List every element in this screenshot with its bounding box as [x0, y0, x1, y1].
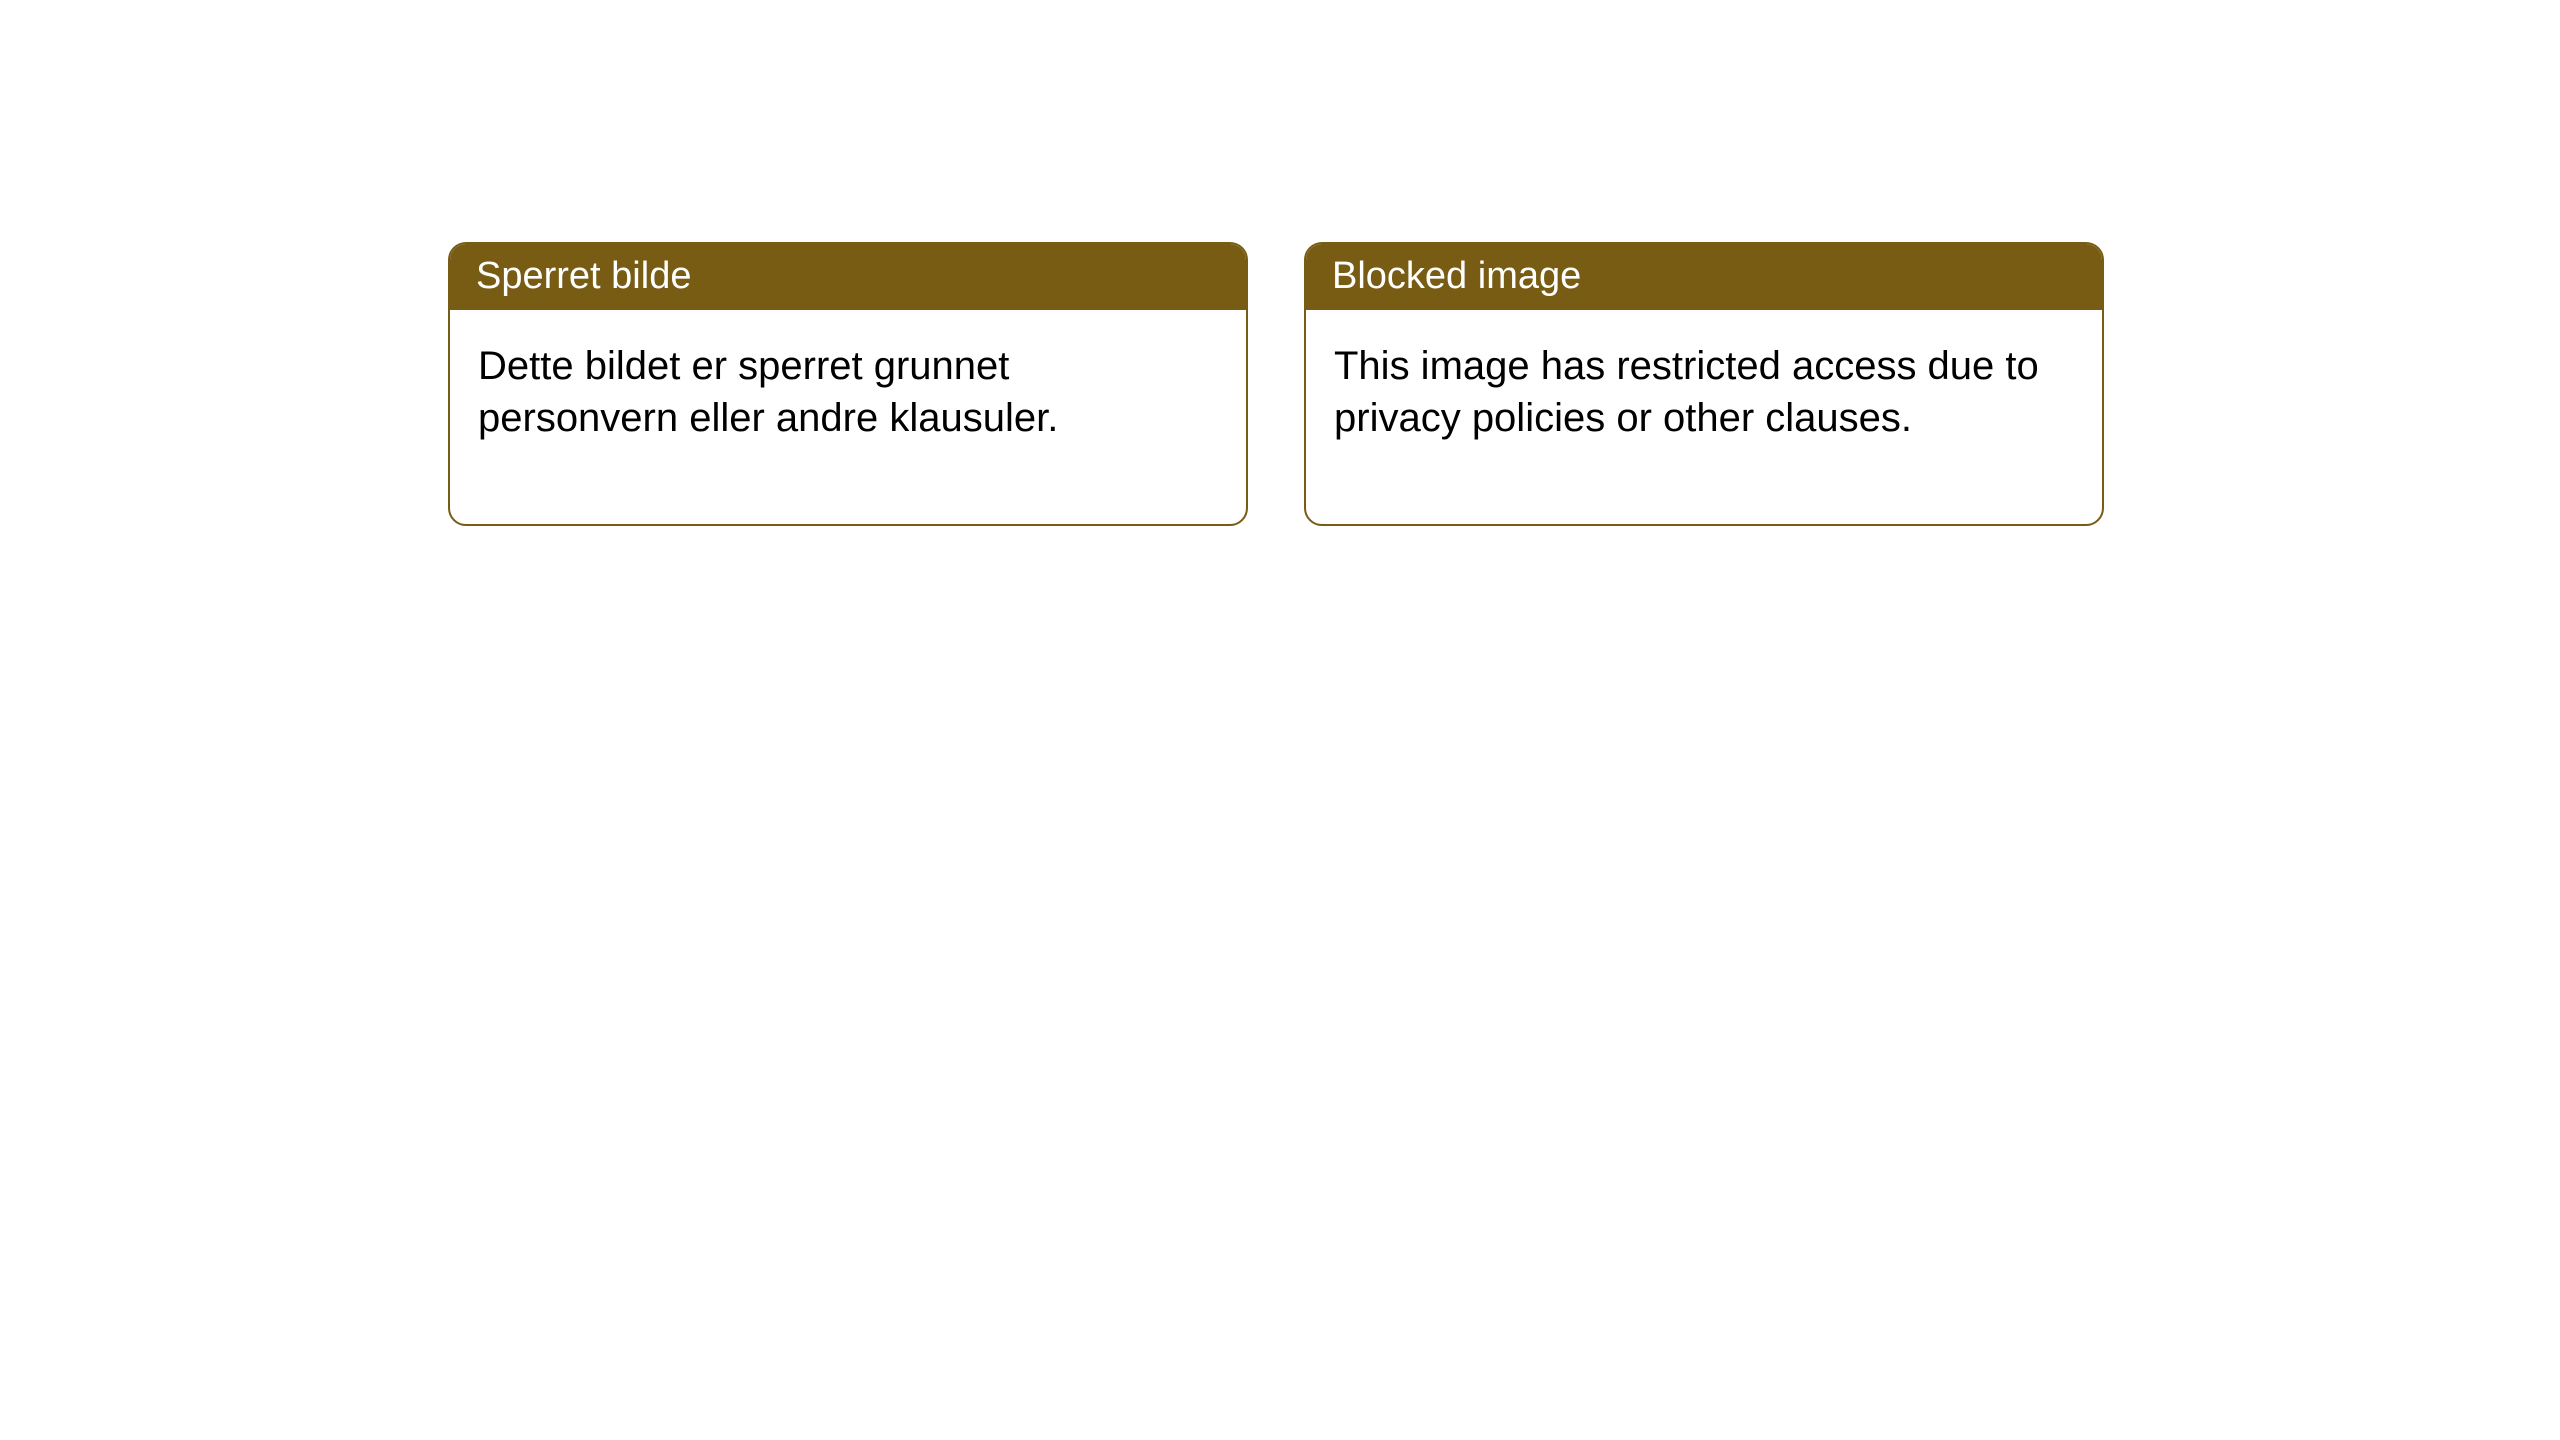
- notice-card-title: Blocked image: [1306, 244, 2102, 310]
- notice-card-title: Sperret bilde: [450, 244, 1246, 310]
- notice-card-english: Blocked image This image has restricted …: [1304, 242, 2104, 526]
- notice-cards-container: Sperret bilde Dette bildet er sperret gr…: [448, 242, 2104, 526]
- notice-card-body: This image has restricted access due to …: [1306, 310, 2102, 524]
- notice-card-body: Dette bildet er sperret grunnet personve…: [450, 310, 1246, 524]
- notice-card-norwegian: Sperret bilde Dette bildet er sperret gr…: [448, 242, 1248, 526]
